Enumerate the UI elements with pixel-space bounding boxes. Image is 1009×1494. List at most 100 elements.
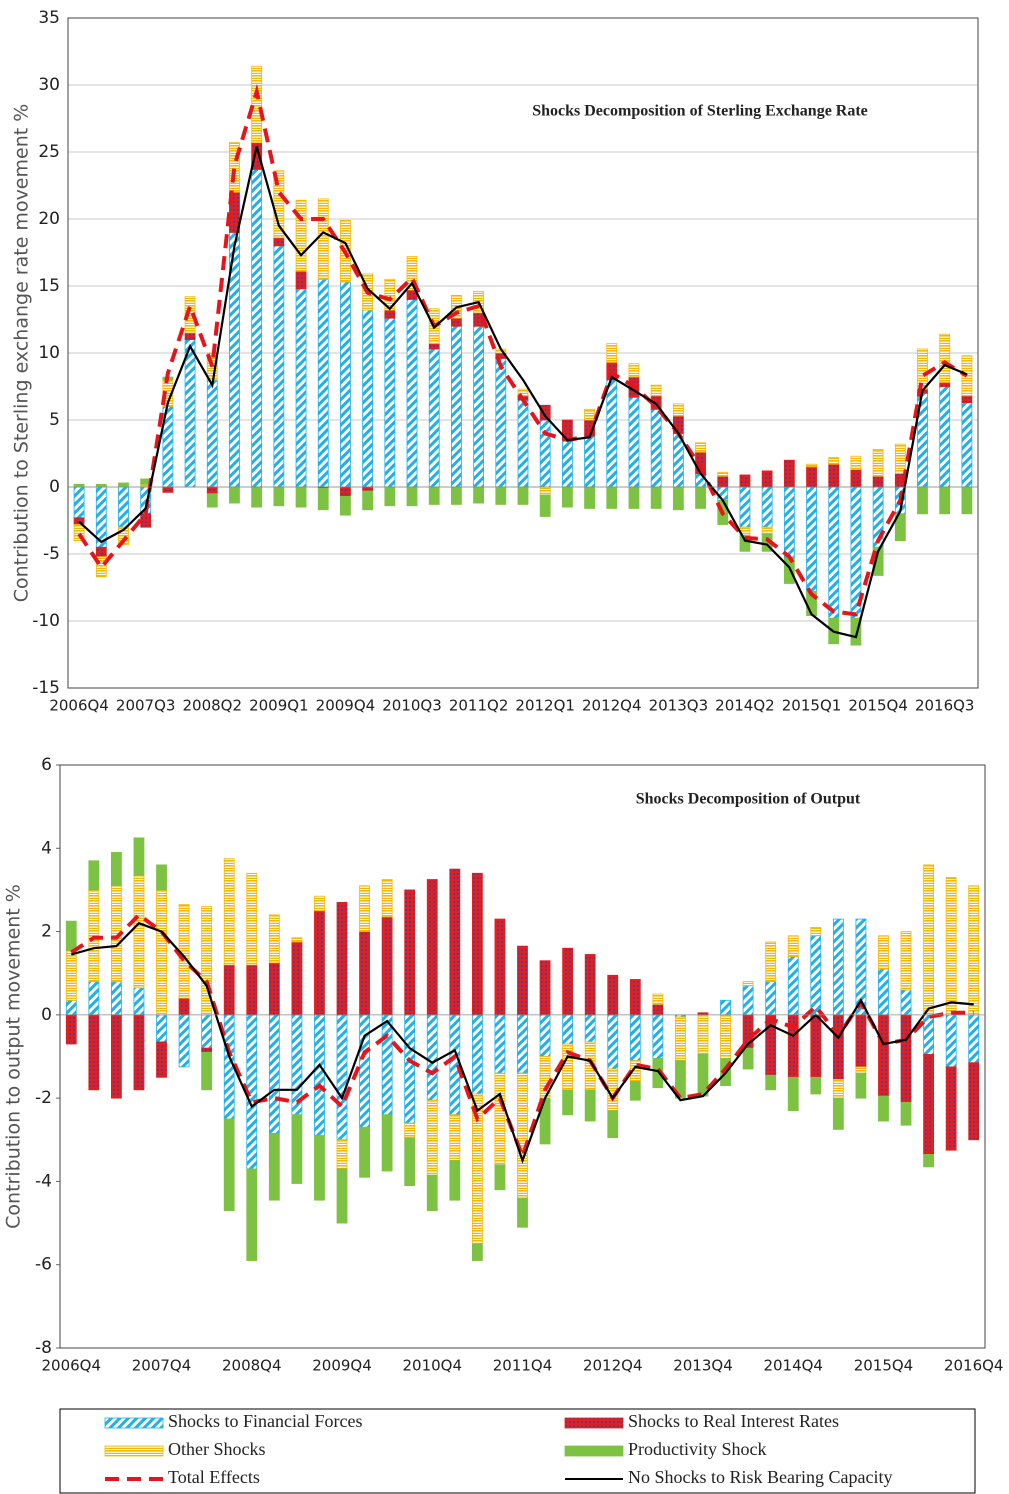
bar-segment: [810, 935, 822, 1016]
bar-segment: [629, 1014, 641, 1062]
y-tick-label: 25: [38, 142, 60, 162]
bar-segment: [384, 486, 396, 507]
bar-segment: [88, 860, 100, 891]
y-tick-label: -4: [35, 1171, 52, 1191]
y-tick-label: 6: [41, 755, 52, 775]
bar-segment: [406, 256, 418, 291]
y-tick-label: -8: [35, 1338, 52, 1358]
bar-segment: [939, 382, 951, 387]
bar-segment: [539, 1014, 551, 1057]
bar-segment: [336, 1139, 348, 1170]
bar-segment: [787, 935, 799, 957]
bar-segment: [584, 1014, 596, 1043]
bar-segment: [765, 941, 777, 982]
bar-segment: [517, 399, 529, 488]
bar-segment: [133, 837, 145, 876]
y-tick-label: 5: [49, 410, 60, 430]
bar-segment: [561, 486, 573, 508]
bar-segment: [426, 1174, 438, 1211]
bar-segment: [806, 486, 817, 592]
bar-segment: [629, 1081, 641, 1101]
bar-segment: [945, 877, 957, 1016]
bar-segment: [426, 1099, 438, 1176]
bar-segment: [607, 1110, 619, 1139]
bar-segment: [539, 486, 551, 496]
bar-segment: [73, 486, 85, 519]
x-tick-label: 2007Q4: [132, 1357, 192, 1375]
bar-segment: [362, 490, 374, 511]
bar-segment: [340, 281, 351, 488]
dashed-line: [70, 912, 974, 1163]
bar-segment: [761, 526, 773, 535]
bar-segment: [939, 486, 951, 515]
bar-segment: [184, 339, 196, 488]
bar-segment: [900, 1014, 912, 1103]
bar-segment: [340, 495, 351, 516]
y-tick-label: 4: [41, 838, 52, 858]
bar-segment: [359, 931, 370, 1016]
bar-segment: [894, 443, 906, 474]
chart-title: Shocks Decomposition of Output: [636, 791, 861, 808]
bar-segment: [517, 1014, 528, 1074]
bar-segment: [672, 486, 684, 511]
x-tick-label: 2007Q3: [116, 697, 176, 715]
bar-segment: [517, 388, 529, 397]
bar-segment: [495, 357, 507, 488]
bar-segment: [878, 1014, 889, 1097]
bar-segment: [961, 402, 973, 488]
bar-segment: [381, 1114, 393, 1172]
bar-segment: [251, 486, 263, 508]
bar-segment: [246, 872, 258, 966]
bar-segment: [717, 471, 729, 477]
bar-segment: [206, 486, 218, 495]
bar-segment: [118, 486, 129, 528]
x-tick-label: 2016Q4: [944, 1357, 1004, 1375]
bar-segment: [95, 556, 107, 578]
bar-segment: [268, 1014, 280, 1134]
bar-segment: [340, 486, 351, 497]
bar-segment: [95, 483, 107, 488]
bar-segment: [451, 486, 462, 505]
bar-segment: [273, 486, 285, 507]
legend-box: [59, 1408, 976, 1494]
bar-segment: [473, 486, 485, 504]
x-tick-label: 2011Q4: [493, 1357, 553, 1375]
bar-segment: [878, 968, 889, 1016]
bar-segment: [251, 65, 263, 144]
bar-segment: [406, 298, 418, 488]
bar-segment: [111, 981, 122, 1016]
legend-label: Shocks to Financial Forces: [168, 1411, 362, 1431]
bar-segment: [628, 396, 640, 488]
bar-segment: [717, 486, 729, 501]
bar-segment: [832, 1079, 844, 1099]
bar-segment: [584, 408, 595, 421]
bar-segment: [652, 993, 664, 1005]
bar-segment: [900, 931, 912, 991]
bar-segment: [314, 895, 325, 912]
bar-segment: [178, 1014, 190, 1068]
bar-segment: [606, 343, 618, 363]
bar-segment: [562, 947, 574, 1016]
bar-segment: [428, 348, 440, 488]
bar-segment: [739, 486, 751, 528]
bar-segment: [88, 1014, 100, 1091]
x-tick-label: 2008Q2: [183, 697, 243, 715]
bar-segment: [787, 1076, 799, 1112]
bar-segment: [156, 889, 167, 1016]
bar-segment: [184, 332, 196, 340]
bar-segment: [495, 486, 507, 505]
bar-segment: [73, 483, 85, 488]
bar-segment: [336, 1014, 348, 1141]
plot-frame: [67, 17, 979, 689]
bar-segment: [317, 278, 329, 488]
bar-segment: [223, 1118, 235, 1211]
bar-segment: [65, 949, 77, 1001]
bar-segment: [628, 363, 640, 378]
bar-segment: [850, 617, 862, 646]
x-tick-label: 2009Q1: [249, 697, 309, 715]
bar-segment: [629, 979, 641, 1016]
bar-segment: [697, 1014, 709, 1055]
legend-label: Productivity Shock: [628, 1439, 767, 1459]
bar-segment: [201, 1051, 213, 1091]
y-tick-label: -2: [35, 1088, 52, 1108]
